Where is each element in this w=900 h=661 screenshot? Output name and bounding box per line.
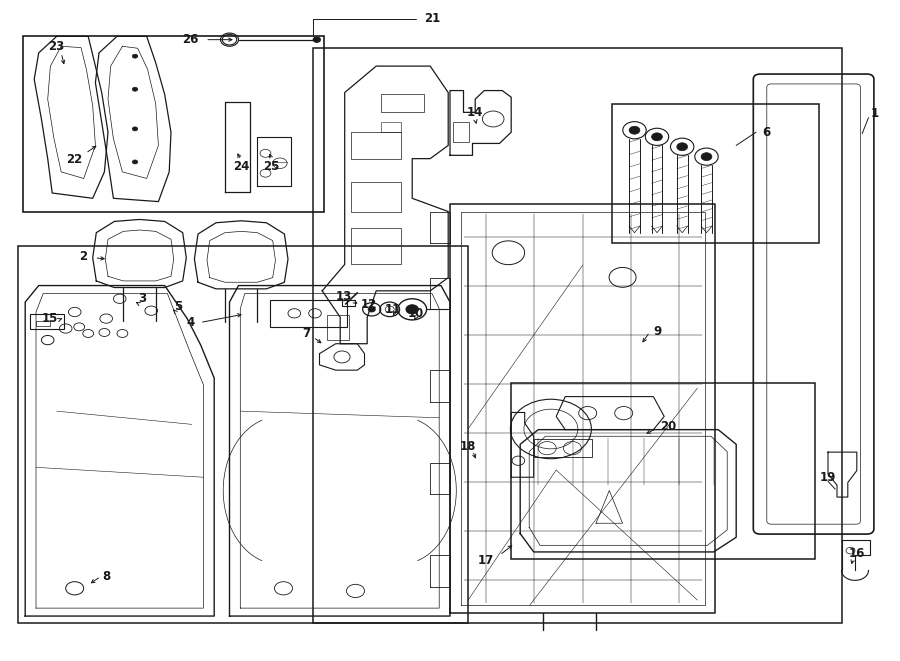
- Bar: [342, 300, 355, 306]
- Bar: [30, 314, 64, 329]
- Circle shape: [313, 37, 320, 42]
- Circle shape: [132, 127, 138, 131]
- Text: 6: 6: [762, 126, 771, 139]
- Text: 5: 5: [174, 300, 183, 313]
- Circle shape: [368, 307, 375, 312]
- Circle shape: [652, 133, 662, 141]
- Circle shape: [629, 126, 640, 134]
- Text: 25: 25: [264, 160, 280, 173]
- Bar: [22, 36, 324, 212]
- Text: 3: 3: [138, 292, 147, 305]
- Text: 20: 20: [660, 420, 676, 433]
- Bar: [18, 246, 468, 623]
- Bar: [612, 104, 819, 243]
- Bar: [511, 383, 815, 559]
- Text: 11: 11: [384, 303, 400, 316]
- Bar: [270, 300, 346, 327]
- Bar: [381, 94, 424, 112]
- Circle shape: [132, 160, 138, 164]
- Text: 2: 2: [78, 250, 87, 263]
- Text: 21: 21: [424, 12, 440, 25]
- Text: 19: 19: [820, 471, 836, 484]
- Bar: [351, 132, 400, 159]
- Circle shape: [677, 143, 688, 151]
- Text: 23: 23: [48, 40, 64, 53]
- Text: 4: 4: [186, 316, 195, 329]
- Text: 10: 10: [408, 307, 424, 320]
- Circle shape: [406, 305, 419, 314]
- Circle shape: [132, 87, 138, 91]
- Bar: [381, 122, 400, 132]
- Bar: [36, 321, 50, 326]
- Text: 12: 12: [361, 297, 377, 311]
- Text: 16: 16: [849, 547, 865, 561]
- Circle shape: [701, 153, 712, 161]
- Text: 22: 22: [66, 153, 82, 167]
- Bar: [453, 122, 469, 142]
- Bar: [351, 228, 400, 264]
- Text: 9: 9: [652, 325, 662, 338]
- Bar: [327, 315, 349, 340]
- Bar: [351, 182, 400, 212]
- Text: 15: 15: [41, 312, 58, 325]
- Text: 8: 8: [102, 570, 111, 583]
- Bar: [313, 48, 842, 623]
- Text: 7: 7: [302, 327, 310, 340]
- Bar: [534, 439, 592, 457]
- Circle shape: [132, 54, 138, 58]
- Text: 26: 26: [183, 33, 199, 46]
- Text: 1: 1: [870, 107, 879, 120]
- Text: 24: 24: [233, 160, 249, 173]
- Text: 17: 17: [478, 554, 494, 567]
- Text: 18: 18: [460, 440, 476, 453]
- Text: 14: 14: [467, 106, 483, 119]
- Text: 13: 13: [336, 290, 352, 303]
